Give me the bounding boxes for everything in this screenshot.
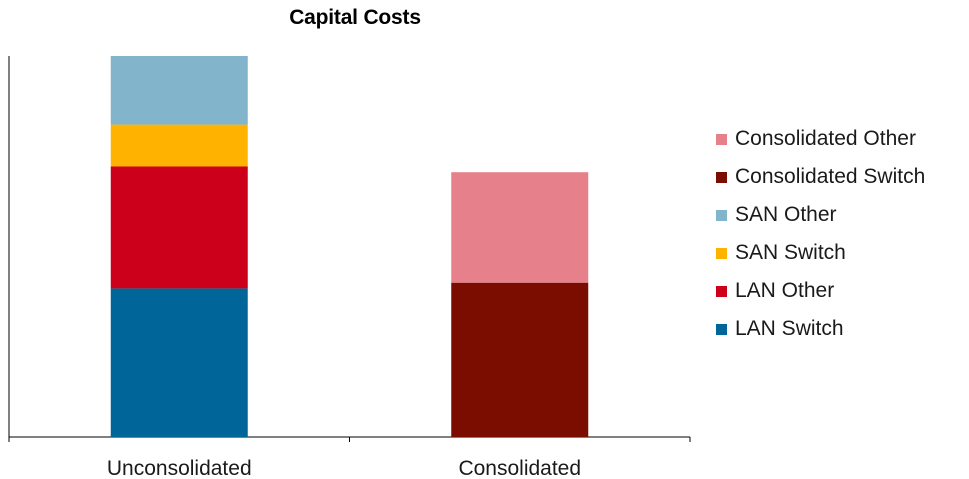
legend-item-lan-switch: LAN Switch: [716, 310, 925, 348]
legend-swatch: [716, 171, 727, 183]
bar-lan-other-unconsolidated: [110, 166, 248, 289]
legend-swatch: [716, 285, 727, 297]
legend-label: Consolidated Switch: [735, 165, 926, 188]
bar-lan-switch-unconsolidated: [110, 288, 248, 437]
x-tick-label-unconsolidated: Unconsolidated: [107, 457, 252, 479]
legend-item-lan-other: LAN Other: [716, 272, 925, 310]
legend-item-consolidated-other: Consolidated Other: [716, 120, 925, 158]
legend-item-san-switch: SAN Switch: [716, 234, 925, 272]
legend-swatch: [716, 133, 727, 145]
chart-title: Capital Costs: [289, 6, 421, 29]
legend-swatch: [716, 247, 727, 259]
legend-label: SAN Other: [735, 203, 837, 226]
legend-item-san-other: SAN Other: [716, 196, 925, 234]
legend-item-consolidated-switch: Consolidated Switch: [716, 158, 925, 196]
legend-label: Consolidated Other: [735, 127, 916, 150]
bar-consolidated-other-consolidated: [451, 172, 589, 283]
legend-label: LAN Other: [735, 279, 835, 302]
bar-san-other-unconsolidated: [110, 56, 248, 125]
legend-label: SAN Switch: [735, 241, 846, 264]
legend: Consolidated Other Consolidated Switch SAN…: [716, 120, 925, 348]
legend-label: LAN Switch: [735, 317, 844, 340]
x-tick-label-consolidated: Consolidated: [458, 457, 581, 479]
bar-consolidated-switch-consolidated: [451, 282, 589, 437]
legend-swatch: [716, 323, 727, 335]
legend-swatch: [716, 209, 727, 221]
bar-san-switch-unconsolidated: [110, 124, 248, 167]
